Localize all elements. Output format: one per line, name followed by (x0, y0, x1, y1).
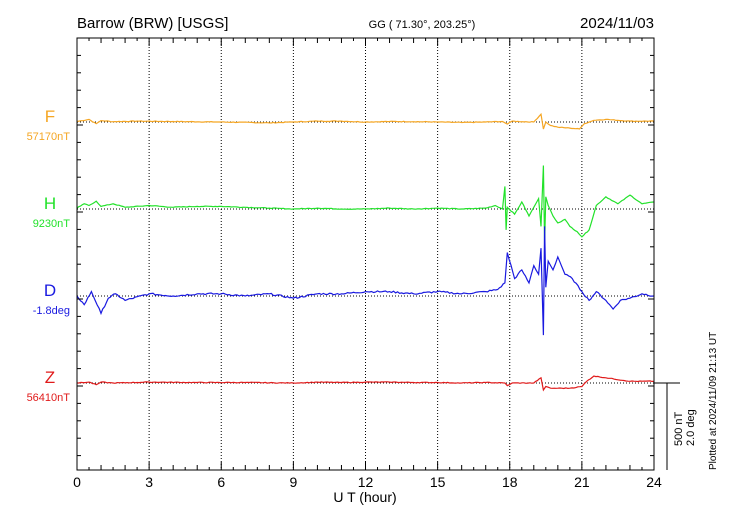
chart-title-coordinates: GG ( 71.30°, 203.25°) (369, 19, 476, 31)
x-tick-label-24: 24 (646, 474, 662, 490)
x-tick-label-12: 12 (358, 474, 374, 490)
x-tick-label-3: 3 (145, 474, 153, 490)
series-line-d (76, 226, 655, 336)
series-baseline-value-z: 56410nT (27, 392, 71, 404)
series-line-z (77, 375, 655, 392)
plot-frame: 0 3 6 9 12 15 18 21 24 (73, 37, 662, 490)
x-tick-label-6: 6 (217, 474, 225, 490)
grid-lines (148, 38, 583, 470)
series-line-h (76, 165, 655, 244)
series-baseline-value-h: 9230nT (33, 218, 71, 230)
chart-title-station: Barrow (BRW) [USGS] (77, 15, 228, 32)
series-baseline-value-f: 57170nT (27, 131, 71, 143)
series-line-f (76, 112, 655, 130)
x-tick-label-9: 9 (289, 474, 297, 490)
series-lines (76, 112, 655, 392)
series-name-z: Z (45, 368, 55, 387)
x-tick-label-21: 21 (574, 474, 590, 490)
chart-title-date: 2024/11/03 (580, 15, 654, 32)
x-tick-label-15: 15 (430, 474, 446, 490)
series-baseline-value-d: -1.8deg (33, 305, 70, 317)
x-axis-label: U T (hour) (333, 489, 396, 505)
x-tick-label-0: 0 (73, 474, 81, 490)
scale-label-deg: 2.0 deg (685, 409, 697, 446)
series-name-h: H (44, 194, 56, 213)
scale-bar: 500 nT 2.0 deg (654, 382, 697, 470)
series-name-f: F (45, 107, 55, 126)
series-name-d: D (44, 281, 56, 300)
x-tick-label-18: 18 (502, 474, 518, 490)
scale-label-nt: 500 nT (673, 411, 685, 446)
plotted-at-note: Plotted at 2024/11/09 21:13 UT (708, 332, 719, 470)
series-labels: F 57170nT H 9230nT D -1.8deg Z 56410nT (27, 107, 71, 404)
